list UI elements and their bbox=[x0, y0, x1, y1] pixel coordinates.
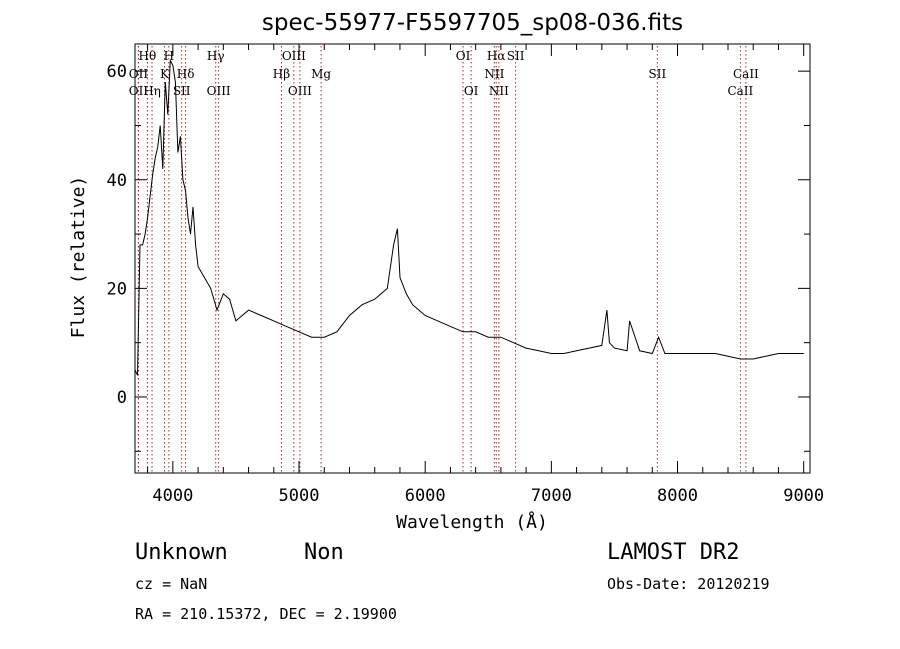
line-marker-label: Mg bbox=[311, 67, 331, 81]
y-axis-ticks: 0 20 40 60 bbox=[107, 62, 810, 452]
x-axis-label: Wavelength (Å) bbox=[396, 511, 548, 533]
x-axis-ticks: 4000 5000 6000 7000 8000 9000 bbox=[147, 44, 824, 506]
y-tick-label: 40 bbox=[107, 171, 127, 191]
line-marker-label: OII bbox=[129, 84, 149, 98]
x-tick-label: 7000 bbox=[531, 486, 572, 506]
line-marker-label: K bbox=[160, 67, 170, 81]
line-marker-label: Hγ bbox=[207, 49, 225, 63]
line-marker-label: Hη bbox=[143, 84, 161, 98]
y-tick-label: 0 bbox=[117, 388, 127, 408]
line-marker-label: OI bbox=[456, 49, 471, 63]
line-marker-label: NII bbox=[484, 67, 504, 81]
classification-label: Unknown bbox=[135, 540, 228, 565]
subclass-label: Non bbox=[304, 540, 344, 565]
survey-label: LAMOST DR2 bbox=[607, 540, 740, 565]
line-marker-label: SII bbox=[173, 84, 191, 98]
line-marker-label: Hθ bbox=[139, 49, 157, 63]
line-marker-label: CaII bbox=[733, 67, 759, 81]
plot-frame bbox=[134, 43, 811, 474]
line-marker-label: Hβ bbox=[273, 67, 290, 81]
flux-series-line bbox=[134, 60, 804, 376]
line-marker-label: SII bbox=[507, 49, 525, 63]
cz-label: cz = NaN bbox=[135, 575, 208, 593]
y-tick-label: 20 bbox=[107, 279, 127, 299]
line-marker-label: OI bbox=[464, 84, 479, 98]
x-tick-label: 4000 bbox=[152, 486, 193, 506]
line-marker-label: Hα bbox=[487, 49, 506, 63]
chart-title: spec-55977-F5597705_sp08-036.fits bbox=[261, 10, 684, 36]
x-tick-label: 5000 bbox=[279, 486, 320, 506]
x-tick-label: 8000 bbox=[657, 486, 698, 506]
line-marker-label: OIII bbox=[282, 49, 306, 63]
y-axis-label: Flux (relative) bbox=[68, 176, 89, 339]
y-tick-label: 60 bbox=[107, 62, 127, 82]
line-marker-label: OIII bbox=[207, 84, 231, 98]
obs-date-label: Obs-Date: 20120219 bbox=[607, 575, 770, 593]
x-tick-label: 6000 bbox=[405, 486, 446, 506]
line-marker-label: SII bbox=[648, 67, 666, 81]
line-marker-label: CaII bbox=[727, 84, 753, 98]
line-marker-label: Hδ bbox=[177, 67, 195, 81]
coords-label: RA = 210.15372, DEC = 2.19900 bbox=[135, 605, 397, 623]
line-marker-label: OIII bbox=[288, 84, 312, 98]
x-tick-label: 9000 bbox=[783, 486, 824, 506]
line-marker-label: H bbox=[164, 49, 174, 63]
line-marker-label: NII bbox=[489, 84, 509, 98]
